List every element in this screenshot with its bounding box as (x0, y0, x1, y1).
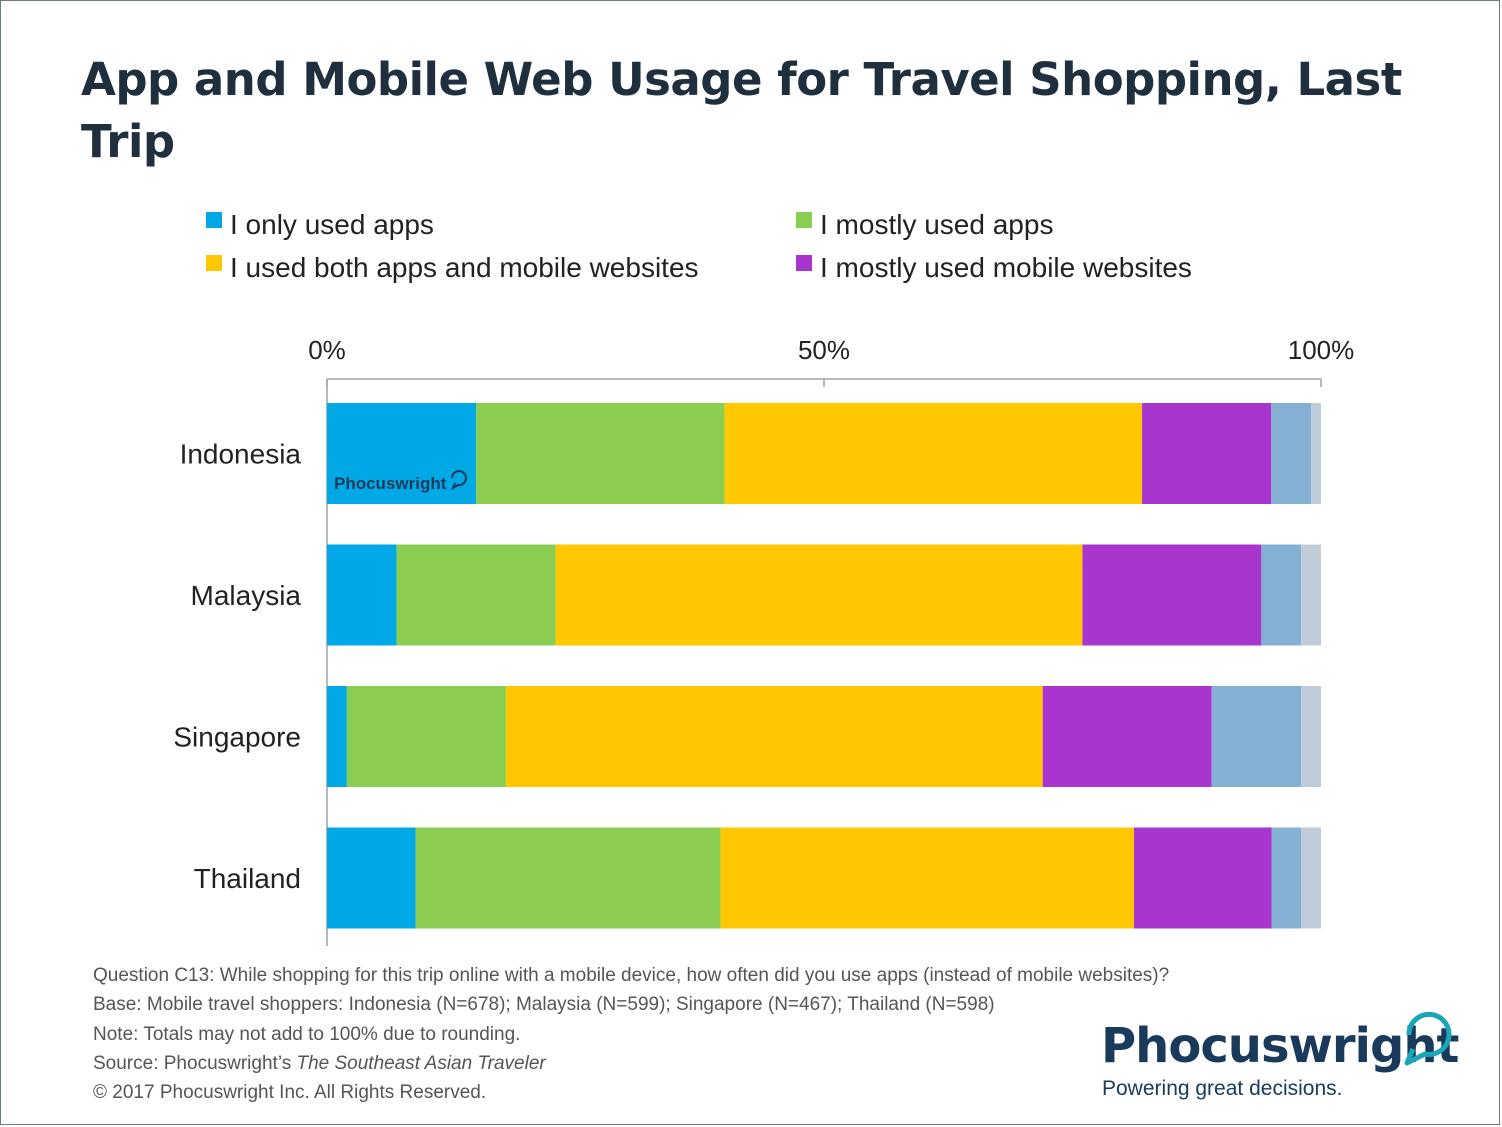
bar-segment-singapore-2 (505, 686, 1043, 787)
source-prefix: Source: Phocuswright’s (93, 1052, 297, 1074)
legend-item-mostly-apps: I mostly used apps (796, 208, 1053, 242)
legend-swatch (796, 212, 812, 228)
legend-swatch (206, 255, 222, 271)
bar-segment-malaysia-1 (396, 544, 556, 646)
bar-segment-indonesia-5 (1311, 403, 1321, 504)
bar-segment-thailand-5 (1301, 827, 1321, 929)
source-title: The Southeast Asian Traveler (296, 1052, 546, 1074)
bar-segment-malaysia-2 (555, 544, 1083, 646)
bar-segment-thailand-2 (720, 827, 1135, 929)
bar-segment-indonesia-2 (724, 403, 1143, 504)
footnote-source: Source: Phocuswright’s The Southeast Asi… (93, 1049, 1169, 1078)
bar-segment-indonesia-3 (1142, 403, 1272, 504)
legend-swatch (206, 212, 222, 228)
bar-segment-thailand-4 (1271, 827, 1302, 929)
bar-segment-malaysia-0 (327, 544, 397, 646)
x-tick-label: 100% (1288, 335, 1355, 365)
bar-segment-singapore-1 (346, 686, 506, 787)
logo-tagline: Powering great decisions. (1102, 1077, 1343, 1100)
bar-segment-indonesia-4 (1271, 403, 1312, 504)
legend-label: I used both apps and mobile websites (230, 252, 699, 283)
footnote-question: Question C13: While shopping for this tr… (93, 965, 1170, 986)
bar-segment-singapore-3 (1042, 686, 1212, 787)
legend-item-both: I used both apps and mobile websites (206, 251, 699, 285)
bar-segment-thailand-0 (327, 827, 416, 929)
bar-segment-malaysia-5 (1301, 544, 1321, 646)
legend-item-mostly-mobile-web: I mostly used mobile websites (796, 251, 1192, 285)
legend-item-only-apps: I only used apps (206, 208, 434, 242)
category-label: Singapore (173, 722, 301, 753)
legend-swatch (796, 255, 812, 271)
x-tick-label: 50% (798, 335, 850, 365)
x-tick-label: 0% (308, 335, 346, 365)
legend-label: I only used apps (230, 209, 434, 240)
category-label: Thailand (194, 863, 301, 894)
bar-segment-singapore-4 (1211, 686, 1302, 787)
phocuswright-logo: Phocuswright (1101, 1018, 1459, 1074)
category-label: Malaysia (191, 580, 302, 611)
footnote-base: Base: Mobile travel shoppers: Indonesia … (93, 994, 995, 1016)
chart-title: App and Mobile Web Usage for Travel Shop… (81, 53, 1402, 168)
footnotes: Question C13: While shopping for this tr… (93, 961, 1169, 1107)
bar-segment-malaysia-3 (1082, 544, 1262, 646)
bar-segment-thailand-3 (1134, 827, 1272, 929)
footnote-note: Note: Totals may not add to 100% due to … (93, 1023, 521, 1045)
legend-label: I mostly used mobile websites (820, 252, 1192, 283)
legend-label: I mostly used apps (820, 209, 1054, 240)
bar-segment-singapore-0 (327, 686, 347, 787)
logo-speech-bubble-icon (1404, 1011, 1452, 1066)
category-label: Indonesia (180, 439, 302, 470)
bar-segment-malaysia-4 (1261, 544, 1302, 646)
bar-segment-singapore-5 (1301, 686, 1321, 787)
footnote-copyright: © 2017 Phocuswright Inc. All Rights Rese… (93, 1082, 487, 1104)
bar-segment-indonesia-0 (327, 403, 477, 504)
watermark-bubble-icon (451, 470, 467, 490)
bar-segment-indonesia-1 (476, 403, 725, 504)
bar-segment-thailand-1 (415, 827, 721, 929)
watermark-text: Phocuswright (334, 474, 447, 493)
